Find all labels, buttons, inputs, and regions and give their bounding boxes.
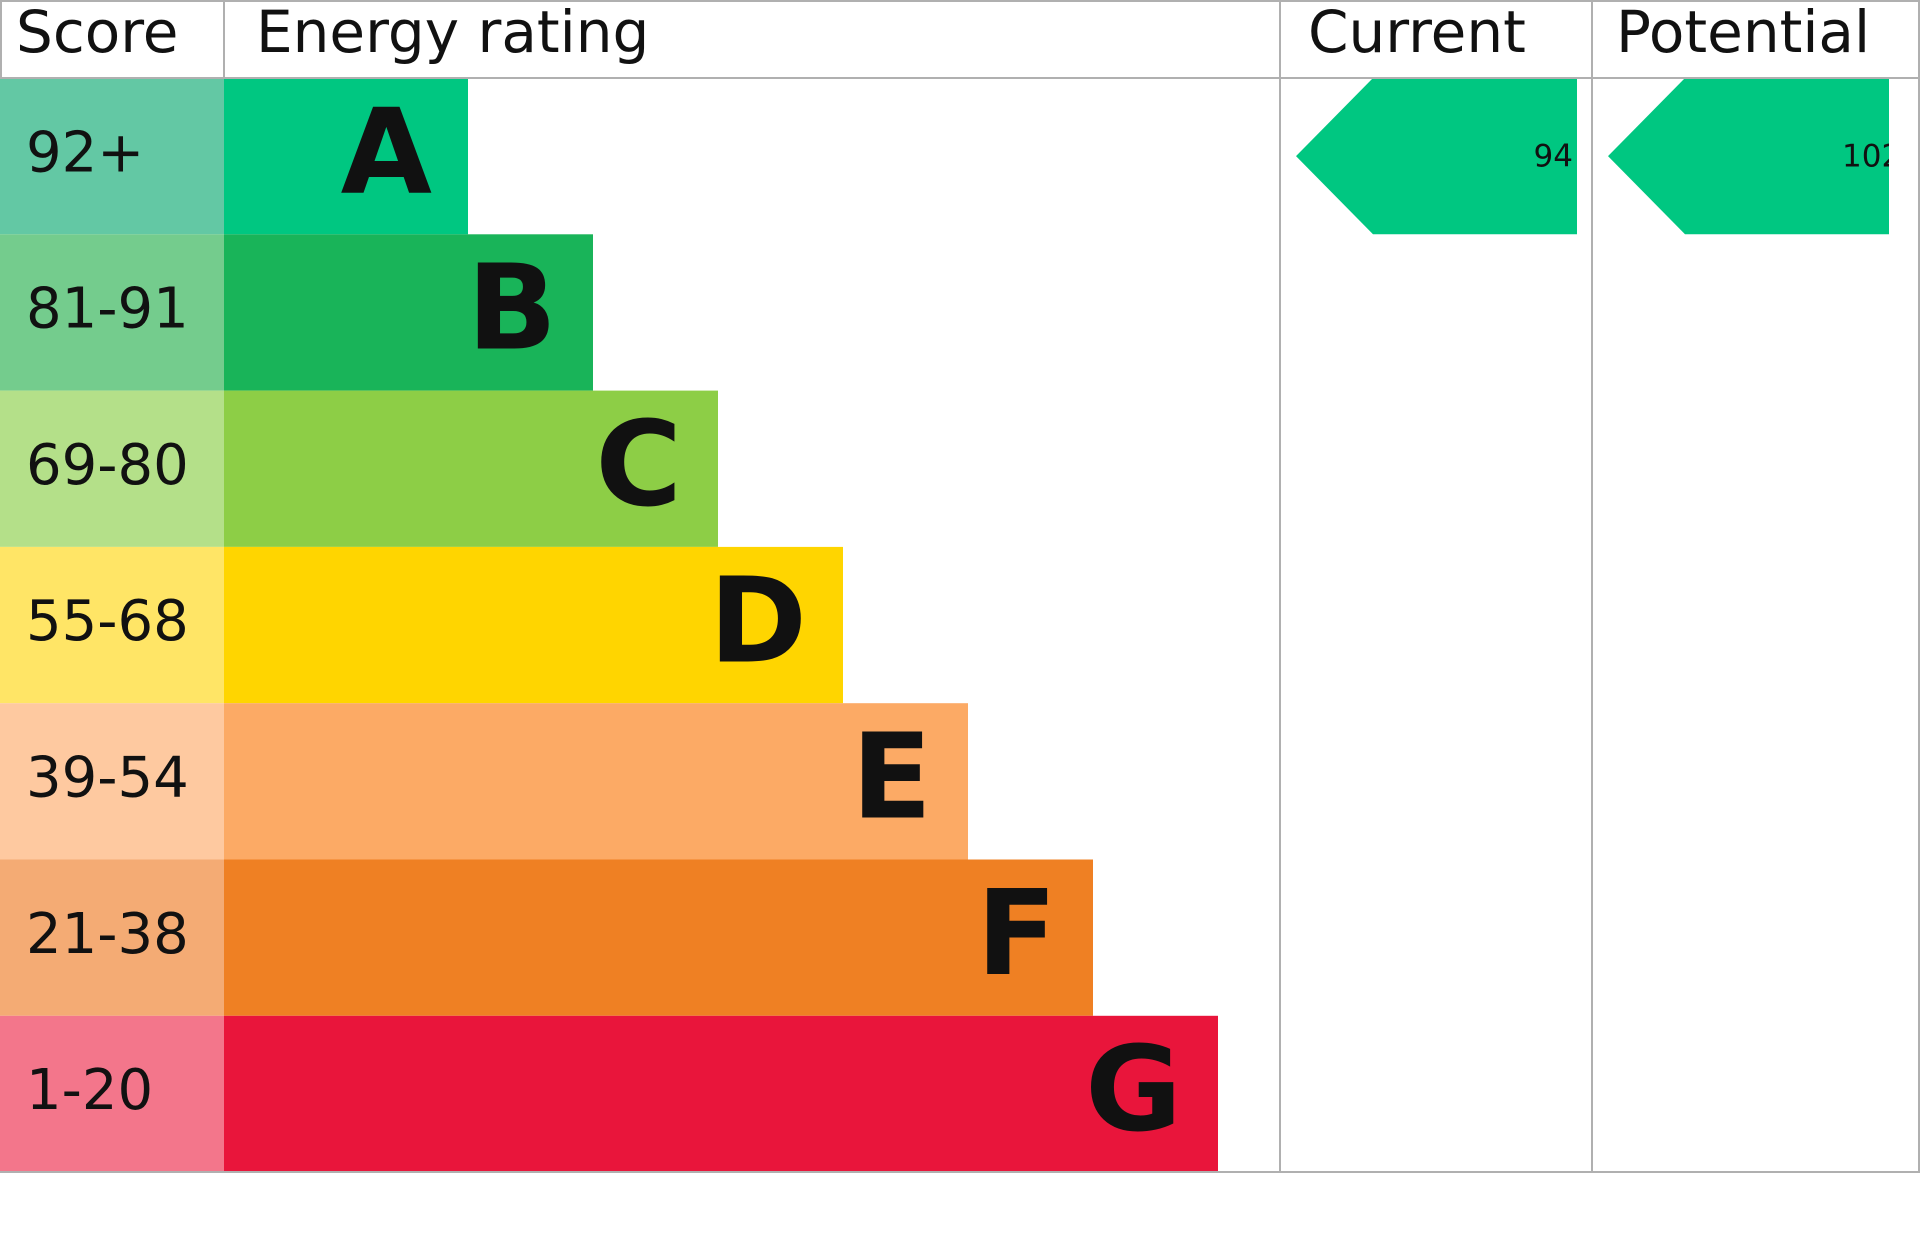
- score-cell: [0, 546, 224, 704]
- header-rating: Energy rating: [256, 0, 649, 66]
- rating-letter: A: [341, 82, 432, 220]
- score-cell: [0, 78, 224, 235]
- header-current: Current: [1308, 0, 1526, 66]
- potential-value: 102: [1842, 139, 1901, 175]
- header-potential: Potential: [1616, 0, 1870, 66]
- rating-bar: [224, 859, 1093, 1016]
- rating-bar: [224, 703, 968, 860]
- rating-bar: [224, 546, 843, 704]
- score-label: 81-91: [26, 277, 189, 342]
- rating-letter: F: [976, 864, 1057, 1002]
- score-cell: [0, 390, 224, 547]
- current-value: 94: [1534, 139, 1573, 175]
- potential-indicator: 102: [1608, 78, 1901, 235]
- score-label: 92+: [26, 120, 144, 185]
- rating-bar: [224, 1015, 1218, 1173]
- potential-arrow: [1608, 78, 1889, 235]
- rating-letter: G: [1085, 1020, 1182, 1158]
- rating-letter: D: [709, 551, 807, 689]
- score-label: 55-68: [26, 589, 189, 654]
- rating-letter: C: [595, 395, 682, 533]
- score-label: 69-80: [26, 433, 189, 498]
- potential-value-clip: 102: [1842, 139, 1901, 175]
- chart-body: 92+ A 81-91 B 69-80 C 55-68 D 39-54 E 21-38 F 1-20 G 9…: [0, 78, 1901, 1173]
- score-label: 39-54: [26, 745, 189, 810]
- rating-letter: B: [467, 239, 557, 377]
- rating-bar: [224, 78, 468, 235]
- score-cell: [0, 703, 224, 860]
- header-score: Score: [16, 0, 178, 66]
- current-arrow: [1296, 78, 1577, 235]
- score-cell: [0, 234, 224, 391]
- current-indicator: 94: [1296, 78, 1577, 235]
- score-cell: [0, 1015, 224, 1173]
- rating-letter: E: [851, 708, 932, 846]
- rating-bar: [224, 234, 593, 391]
- score-cell: [0, 859, 224, 1016]
- score-label: 21-38: [26, 902, 189, 967]
- score-label: 1-20: [26, 1058, 153, 1123]
- rating-bar: [224, 390, 718, 547]
